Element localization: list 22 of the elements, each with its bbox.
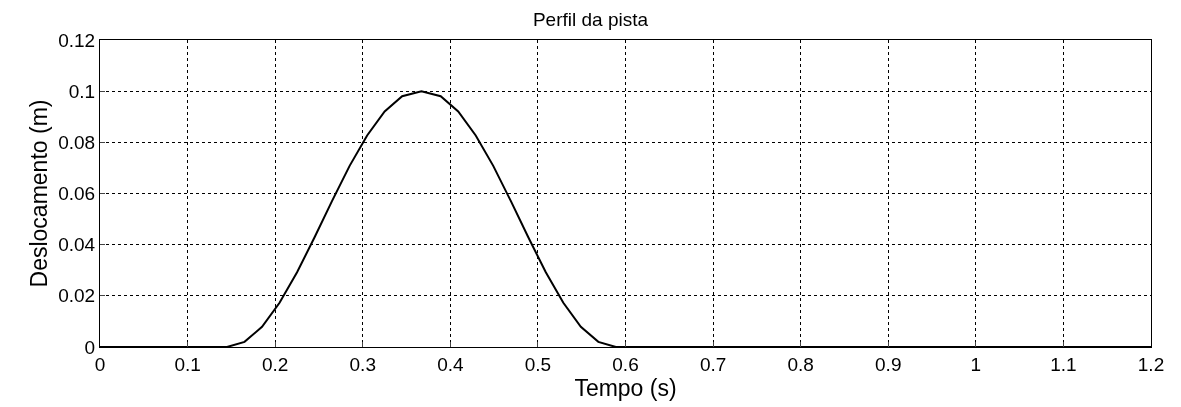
- x-tick-label: 0.8: [787, 353, 814, 375]
- x-tick-label: 0.6: [612, 353, 639, 375]
- x-tick-label: 0.2: [261, 353, 289, 375]
- y-tick-label: 0.04: [58, 234, 96, 256]
- x-tick-label: 0.1: [174, 353, 201, 375]
- y-tick-label: 0.1: [68, 80, 96, 102]
- y-tick-label: 0.02: [58, 285, 96, 307]
- x-axis-title: Tempo (s): [574, 374, 677, 401]
- x-tick-label: 0.9: [875, 353, 902, 375]
- x-tick-label: 1.1: [1050, 353, 1077, 375]
- y-tick-label: 0.08: [58, 131, 96, 153]
- y-tick-label: 0.06: [58, 183, 96, 205]
- x-tick-label: 0.4: [437, 353, 464, 375]
- y-tick-label: 0: [84, 336, 96, 358]
- x-tick-label: 1: [970, 353, 982, 375]
- x-tick-label: 1.2: [1137, 353, 1165, 375]
- x-tick-label: 0.5: [524, 353, 552, 375]
- y-tick-label: 0.12: [58, 29, 96, 51]
- chart-title: Perfil da pista: [532, 8, 649, 30]
- x-tick-label: 0.7: [699, 353, 727, 375]
- y-axis-title: Deslocamento (m): [25, 99, 52, 288]
- x-tick-label: 0.3: [349, 353, 376, 375]
